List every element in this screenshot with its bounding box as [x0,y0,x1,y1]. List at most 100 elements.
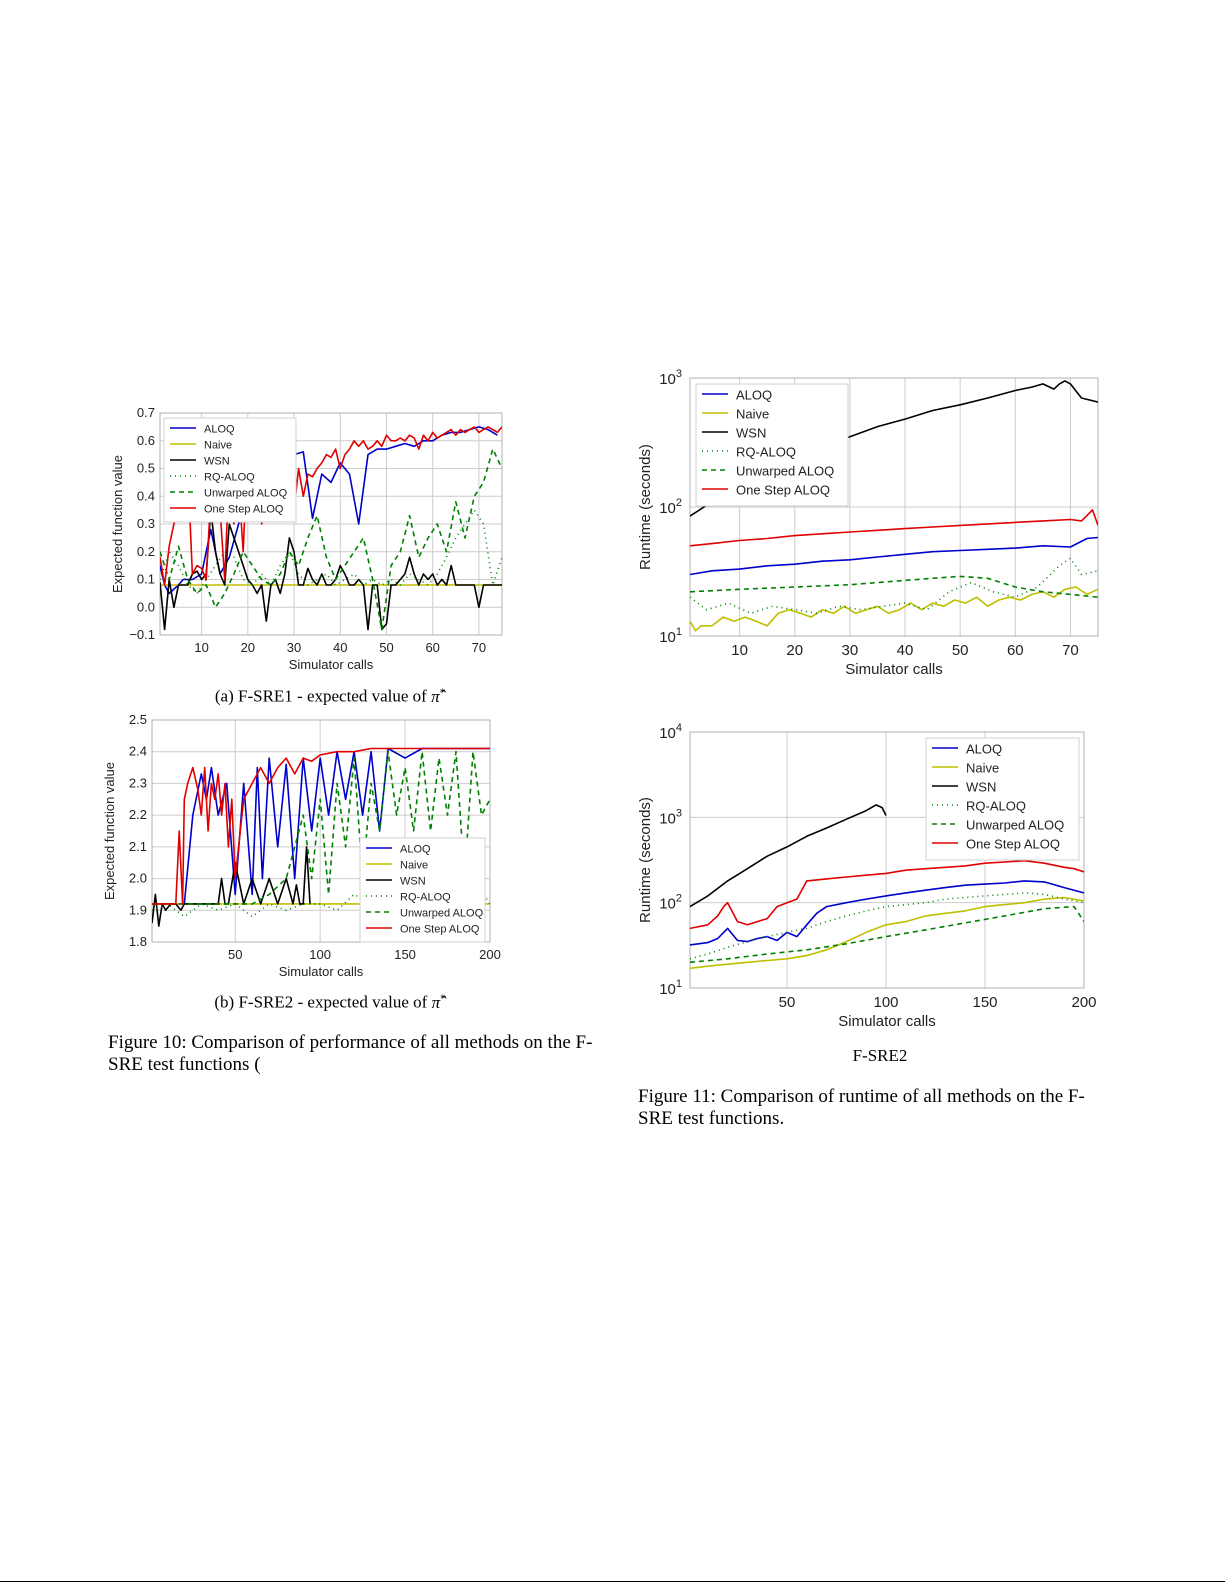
x-tick-label: 50 [779,994,796,1011]
y-tick-label: 101 [659,626,682,646]
chart-fsre1-runtime: 10 20 30 40 50 60 70 101 102 103 Simulator calls Ru… [637,368,1099,678]
legend-label: Unwarped ALOQ [400,908,484,920]
y-tick-label: 2.3 [129,775,147,790]
y-tick-label: 101 [659,978,682,998]
pi-hat-symbol-a: π̂* [431,686,446,706]
plot-frame [159,412,503,636]
y-tick-label: 0.1 [137,572,155,587]
legend: ALOQ Naive WSN RQ-ALOQ Unwarped ALOQ One Step… [695,383,849,507]
y-tick-label: 0.7 [137,405,155,420]
y-tick-label: 1.8 [129,934,147,949]
series-line-naive [690,896,1084,970]
series-line-unwarped-aloq [160,448,502,631]
y-tick-label: 102 [659,497,682,517]
legend-label: Unwarped ALOQ [204,488,288,500]
y-axis-label: Expected function value [110,455,125,593]
figure-11-caption: Figure 11: Comparison of runtime of all … [638,1086,1085,1129]
x-axis-label: Simulator calls [289,657,374,672]
y-tick-label: 1.9 [129,902,147,917]
plot-frame [689,731,1085,989]
legend-label: Naive [736,407,769,422]
x-tick-label: 50 [952,642,969,659]
y-tick-label: 0.0 [137,599,155,614]
legend-label: One Step ALOQ [204,504,284,516]
subcaption-b: (b) F-SRE2 - expected value of π̂* [110,992,550,1013]
x-tick-label: 50 [228,947,242,962]
series-line-naive [690,586,1098,632]
x-tick-label: 200 [1071,994,1096,1011]
x-tick-label: 100 [873,994,898,1011]
series-line-wsn [152,846,311,927]
series-line-one-step-aloq [152,747,490,905]
series-line-aloq [690,536,1098,576]
legend-label: Naive [204,440,232,452]
legend-label: Naive [400,860,428,872]
legend: ALOQ Naive WSN RQ-ALOQ Unwarped ALOQ One Step… [925,737,1080,861]
gridlines [160,412,502,636]
legend-label: WSN [736,426,766,441]
x-tick-label: 20 [241,640,255,655]
x-tick-label: 60 [425,640,439,655]
legend-label: One Step ALOQ [400,924,480,936]
series-line-one-step-aloq [690,509,1098,547]
page-bottom-rule [0,1581,1225,1582]
chart-fsre2-runtime: 50 100 150 200 101 102 103 104 Simulator calls Ru… [637,722,1097,1030]
y-tick-label: 103 [659,807,682,827]
y-tick-label: 0.2 [137,544,155,559]
legend-label: Naive [966,761,999,776]
y-tick-label: 2.5 [129,712,147,727]
x-tick-label: 70 [472,640,486,655]
series-line-rq-aloq [690,557,1098,615]
y-tick-label: 2.1 [129,839,147,854]
legend-label: ALOQ [400,844,431,856]
legend-label: WSN [400,876,426,888]
legend-label: RQ-ALOQ [736,445,796,460]
y-axis-label: Runtime (seconds) [637,444,654,570]
series-line-rq-aloq [690,892,1084,960]
x-tick-label: 30 [842,642,859,659]
x-tick-label: 10 [731,642,748,659]
series-line-unwarped-aloq [690,575,1098,598]
legend: ALOQ Naive WSN RQ-ALOQ Unwarped ALOQ One Step… [359,837,486,943]
legend-label: ALOQ [736,388,772,403]
subcaption-a-text: (a) F-SRE1 - expected value of [214,686,427,706]
chart-fsre2-expected: 50 100 150 200 1.8 1.9 2.0 2.1 2.2 2.3 2.4 2.5 Simul… [102,712,501,979]
legend-label: RQ-ALOQ [966,799,1026,814]
y-tick-label: 104 [659,722,682,742]
y-tick-label: 0.3 [137,516,155,531]
legend-label: WSN [966,780,996,795]
legend-label: Unwarped ALOQ [966,818,1064,833]
y-tick-label: 2.0 [129,871,147,886]
series-line-aloq [152,747,490,905]
legend-label: ALOQ [204,424,235,436]
figure-10-caption: Figure 10: Comparison of performance of … [108,1032,593,1075]
x-axis-label: Simulator calls [845,661,943,678]
y-tick-label: 2.4 [129,744,147,759]
legend-label: RQ-ALOQ [204,472,255,484]
x-tick-label: 60 [1007,642,1024,659]
x-tick-label: 70 [1062,642,1079,659]
x-tick-label: 40 [897,642,914,659]
x-tick-label: 30 [287,640,301,655]
legend-label: One Step ALOQ [736,483,830,498]
y-tick-label: 2.2 [129,807,147,822]
series-line-unwarped-aloq [690,905,1084,964]
series-line-rq-aloq [160,509,502,595]
y-tick-label: 0.5 [137,461,155,476]
plot-frame [689,377,1099,637]
x-tick-label: 20 [786,642,803,659]
x-tick-label: 150 [972,994,997,1011]
series-line-unwarped-aloq [152,750,490,905]
legend: ALOQ Naive WSN RQ-ALOQ Unwarped ALOQ One Step… [163,417,297,523]
f-sre2-label: F-SRE2 [852,1046,908,1065]
series-line-one-step-aloq [690,859,1084,930]
legend-label: ALOQ [966,742,1002,757]
y-axis-label: Expected function value [102,762,117,900]
legend-label: WSN [204,456,230,468]
y-tick-label: −0.1 [129,627,155,642]
x-tick-label: 10 [194,640,208,655]
x-tick-label: 100 [309,947,331,962]
y-axis-label: Runtime (seconds) [637,797,654,923]
x-tick-label: 200 [479,947,501,962]
x-axis-label: Simulator calls [838,1013,936,1030]
